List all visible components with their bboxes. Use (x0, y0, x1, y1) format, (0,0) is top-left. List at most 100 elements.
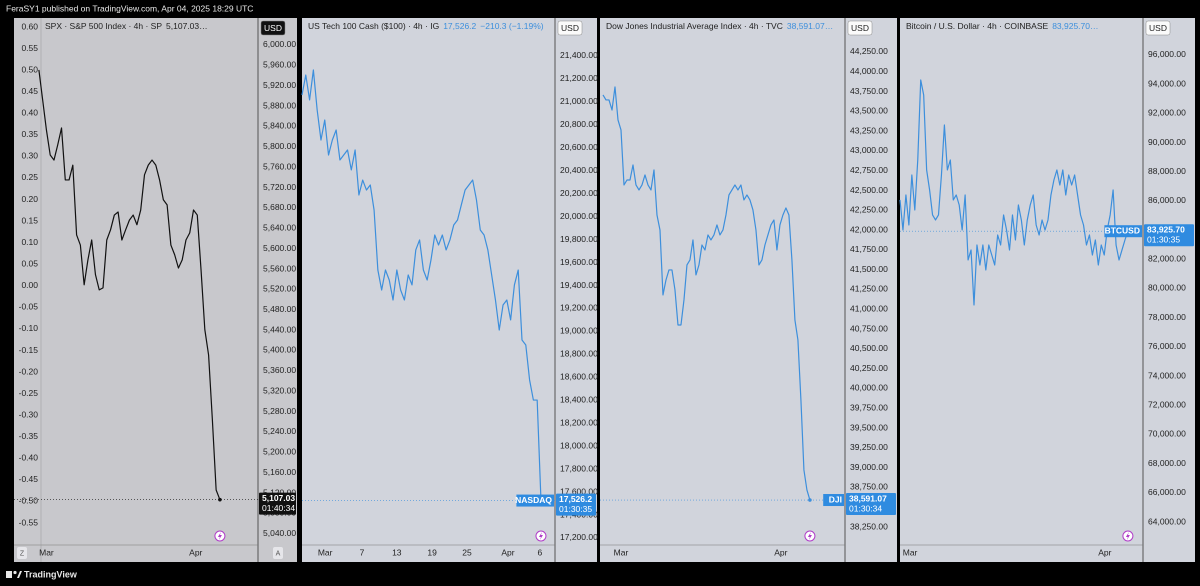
y2-tick-label: 0.40 (21, 108, 38, 118)
last-price-dot (808, 498, 812, 502)
y-tick-label: 21,200.00 (560, 73, 598, 83)
symbol-tag-label: BTCUSD (1105, 225, 1140, 235)
y-tick-label: 19,000.00 (560, 326, 598, 336)
legend-title: SPX · S&P 500 Index · 4h · SP (45, 21, 162, 31)
y-tick-label: 90,000.00 (1148, 137, 1186, 147)
publish-header: FeraSY1 published on TradingView.com, Ap… (6, 3, 253, 13)
x-tick-label: Apr (774, 547, 787, 557)
y-tick-label: 80,000.00 (1148, 283, 1186, 293)
y2-tick-label: 0.10 (21, 237, 38, 247)
y-tick-label: 5,440.00 (263, 324, 296, 334)
y2-tick-label: -0.25 (19, 388, 39, 398)
y-tick-label: 20,000.00 (560, 211, 598, 221)
price-tag (556, 493, 596, 516)
y-tick-label: 94,000.00 (1148, 78, 1186, 88)
axis-button[interactable] (273, 547, 283, 559)
y2-tick-label: 0.05 (21, 258, 38, 268)
x-tick-label: Mar (614, 547, 629, 557)
lightning-icon (1122, 530, 1134, 542)
y-tick-label: 18,000.00 (560, 440, 598, 450)
price-tag (1144, 224, 1194, 247)
y-tick-label: 21,000.00 (560, 96, 598, 106)
y-tick-label: 5,600.00 (263, 243, 296, 253)
y-tick-label: 5,120.00 (263, 487, 296, 497)
tv-logo (6, 570, 22, 578)
y-tick-label: 78,000.00 (1148, 312, 1186, 322)
y-tick-label: 40,000.00 (850, 383, 888, 393)
y-tick-label: 5,360.00 (263, 365, 296, 375)
y2-tick-label: -0.40 (19, 453, 39, 463)
y2-tick-label: 0.25 (21, 172, 38, 182)
y-tick-label: 86,000.00 (1148, 195, 1186, 205)
y-tick-label: 39,750.00 (850, 403, 888, 413)
y-tick-label: 96,000.00 (1148, 49, 1186, 59)
icon-bolt (538, 532, 543, 540)
y-tick-label: 5,520.00 (263, 284, 296, 294)
y2-tick-label: -0.55 (19, 517, 39, 527)
y-tick-label: 17,600.00 (560, 486, 598, 496)
y2-tick-label: 0.60 (21, 21, 38, 31)
y-tick-label: 39,500.00 (850, 422, 888, 432)
y-tick-label: 21,400.00 (560, 50, 598, 60)
panel-background (900, 18, 1195, 562)
icon-bolt (1125, 532, 1130, 540)
y-tick-label: 5,840.00 (263, 121, 296, 131)
y2-tick-label: -0.30 (19, 409, 39, 419)
currency-box (1145, 20, 1171, 36)
y-tick-label: 38,250.00 (850, 521, 888, 531)
price-line (899, 79, 1129, 306)
y-tick-label: 18,800.00 (560, 349, 598, 359)
y-tick-label: 42,250.00 (850, 205, 888, 215)
y-tick-label: 42,500.00 (850, 185, 888, 195)
x-tick-label: Mar (318, 547, 333, 557)
y-tick-label: 5,560.00 (263, 263, 296, 273)
axis-button-label[interactable]: Z (20, 550, 25, 557)
y-tick-label: 5,200.00 (263, 447, 296, 457)
legend: Bitcoin / U.S. Dollar · 4h · COINBASE 83,… (906, 21, 1099, 31)
y-tick-label: 41,250.00 (850, 284, 888, 294)
y-tick-label: 19,200.00 (560, 303, 598, 313)
symbol-tag-label: DJI (829, 494, 842, 504)
y-tick-label: 88,000.00 (1148, 166, 1186, 176)
y-tick-label: 20,200.00 (560, 188, 598, 198)
symbol-tag (1104, 225, 1142, 238)
y-tick-label: 5,320.00 (263, 385, 296, 395)
legend-change: −210.3 (−1.19%) (480, 21, 543, 31)
x-tick-label: Apr (189, 547, 202, 557)
y-tick-label: 66,000.00 (1148, 487, 1186, 497)
panel-background (14, 18, 297, 562)
price-line (301, 69, 542, 501)
x-tick-label: 25 (462, 547, 472, 557)
price-tag-countdown: 01:30:35 (559, 504, 592, 514)
y-tick-label: 72,000.00 (1148, 399, 1186, 409)
currency-label: USD (851, 23, 869, 33)
y-tick-label: 18,600.00 (560, 372, 598, 382)
y-tick-label: 39,000.00 (850, 462, 888, 472)
y-tick-label: 5,640.00 (263, 223, 296, 233)
y-tick-label: 5,480.00 (263, 304, 296, 314)
legend-title: Bitcoin / U.S. Dollar · 4h · COINBASE (906, 21, 1049, 31)
axis-button-label[interactable]: A (276, 550, 281, 557)
y2-tick-label: -0.45 (19, 474, 39, 484)
y-tick-label: 42,000.00 (850, 224, 888, 234)
y-tick-label: 5,720.00 (263, 182, 296, 192)
y-tick-label: 40,250.00 (850, 363, 888, 373)
panel-background (302, 18, 597, 562)
axis-button[interactable] (17, 547, 27, 559)
y2-tick-label: -0.15 (19, 345, 39, 355)
symbol-tag (516, 494, 554, 507)
y-tick-label: 5,800.00 (263, 141, 296, 151)
price-line (602, 86, 811, 501)
price-tag-countdown: 01:40:34 (262, 503, 295, 513)
y2-tick-label: -0.20 (19, 366, 39, 376)
symbol-tag (823, 494, 844, 507)
y-tick-label: 5,960.00 (263, 60, 296, 70)
y2-tick-label: 0.30 (21, 151, 38, 161)
icon-bolt (807, 532, 812, 540)
y-tick-label: 68,000.00 (1148, 458, 1186, 468)
price-tag-value: 83,925.70 (1147, 224, 1185, 234)
y-tick-label: 18,400.00 (560, 395, 598, 405)
price-tag-countdown: 01:30:34 (849, 503, 882, 513)
legend: Dow Jones Industrial Average Index · 4h … (606, 21, 833, 31)
